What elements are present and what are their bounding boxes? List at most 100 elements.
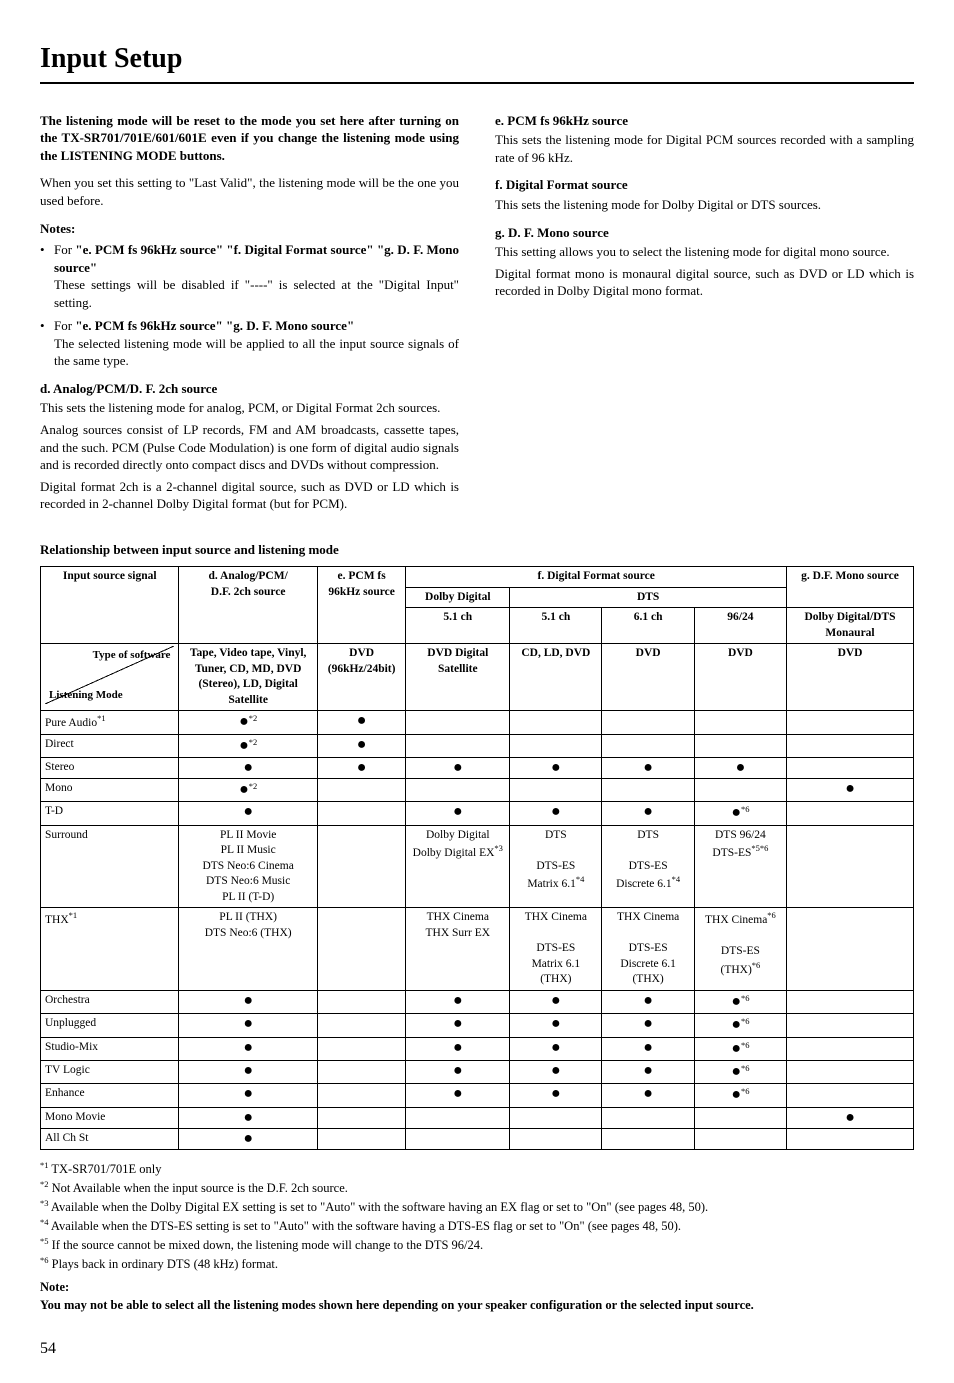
th-51a: 5.1 ch <box>406 608 510 644</box>
sup: *6 <box>741 1063 750 1073</box>
sup: *6 <box>741 1086 750 1096</box>
th-9624: 96/24 <box>694 608 786 644</box>
cell: ● <box>787 1107 914 1128</box>
cell <box>787 1014 914 1037</box>
cell: ● <box>510 1084 602 1107</box>
th-type-listen: Type of software Listening Mode <box>41 644 179 711</box>
footnote-text: Not Available when the input source is t… <box>49 1181 348 1195</box>
th-51b: 5.1 ch <box>510 608 602 644</box>
f-heading: f. Digital Format source <box>495 176 914 194</box>
row-label: Stereo <box>41 758 179 779</box>
cell <box>510 711 602 734</box>
cell <box>510 1107 602 1128</box>
table-row: Type of software Listening Mode Tape, Vi… <box>41 644 914 711</box>
footnote-5: *5 If the source cannot be mixed down, t… <box>40 1236 914 1254</box>
cell: Dolby Digital Dolby Digital EX*3 <box>406 825 510 908</box>
footnote-text: Available when the DTS-ES setting is set… <box>49 1219 682 1233</box>
cell <box>787 1037 914 1060</box>
cell: ● <box>317 758 406 779</box>
cell: ●*2 <box>179 779 317 802</box>
cell <box>787 990 914 1013</box>
table-row: Orchestra ● ●●● ●*6 <box>41 990 914 1013</box>
row-label: Mono <box>41 779 179 802</box>
cell: ● <box>602 990 694 1013</box>
sw-mono: DVD <box>787 644 914 711</box>
cell <box>694 1128 786 1149</box>
cell: ●*6 <box>694 1014 786 1037</box>
th-e-src: e. PCM fs 96kHz source <box>317 567 406 644</box>
cell: ● <box>179 1060 317 1083</box>
footnote-6: *6 Plays back in ordinary DTS (48 kHz) f… <box>40 1255 914 1273</box>
table-row: THX*1 PL II (THX) DTS Neo:6 (THX) THX Ci… <box>41 908 914 991</box>
cell <box>317 908 406 991</box>
g-p2: Digital format mono is monaural digital … <box>495 265 914 300</box>
cell: PL II (THX) DTS Neo:6 (THX) <box>179 908 317 991</box>
row-label: Enhance <box>41 1084 179 1107</box>
type-of-software-label: Type of software <box>93 648 171 663</box>
notes-list: For "e. PCM fs 96kHz source" "f. Digital… <box>40 241 459 370</box>
sw-d: Tape, Video tape, Vinyl, Tuner, CD, MD, … <box>179 644 317 711</box>
sup: *2 <box>249 737 258 747</box>
cell <box>787 1128 914 1149</box>
cell <box>510 779 602 802</box>
title-rule <box>40 82 914 84</box>
cell <box>602 711 694 734</box>
sup: *2 <box>40 1179 49 1189</box>
d-p3: Digital format 2ch is a 2-channel digita… <box>40 478 459 513</box>
cell: ●*6 <box>694 1060 786 1083</box>
note1-rest: These settings will be disabled if "----… <box>54 277 459 310</box>
sw-e: DVD (96kHz/24bit) <box>317 644 406 711</box>
table-row: Surround PL II Movie PL II Music DTS Neo… <box>41 825 914 908</box>
row-label: Pure Audio*1 <box>41 711 179 734</box>
cell: THX Cinema DTS-ES Matrix 6.1 (THX) <box>510 908 602 991</box>
listening-mode-label: Listening Mode <box>49 688 123 703</box>
cell <box>406 734 510 757</box>
note2-lead: For <box>54 318 75 333</box>
f-body: This sets the listening mode for Dolby D… <box>495 196 914 214</box>
note1-lead: For <box>54 242 75 257</box>
cell <box>406 779 510 802</box>
sw-9624: DVD <box>694 644 786 711</box>
note2-rest: The selected listening mode will be appl… <box>54 336 459 369</box>
cell: ● <box>694 758 786 779</box>
cell <box>602 1107 694 1128</box>
note2-bold: "e. PCM fs 96kHz source" "g. D. F. Mono … <box>75 318 354 333</box>
row-label: T-D <box>41 802 179 825</box>
cell: ●*6 <box>694 802 786 825</box>
cell: ● <box>602 802 694 825</box>
cell <box>787 1060 914 1083</box>
cell <box>510 734 602 757</box>
cell <box>787 825 914 908</box>
cell <box>510 1128 602 1149</box>
footnote-text: Plays back in ordinary DTS (48 kHz) form… <box>49 1257 278 1271</box>
d-p2: Analog sources consist of LP records, FM… <box>40 421 459 474</box>
cell <box>406 1128 510 1149</box>
sup: *3 <box>40 1198 49 1208</box>
sup: *6 <box>760 843 769 853</box>
cell: THX Cinema DTS-ES Discrete 6.1 (THX) <box>602 908 694 991</box>
sup: *6 <box>767 910 776 920</box>
sup: *6 <box>752 960 761 970</box>
cell: DTS DTS-ES Matrix 6.1*4 <box>510 825 602 908</box>
cell: ● <box>510 1060 602 1083</box>
note1-bold: "e. PCM fs 96kHz source" "f. Digital For… <box>54 242 459 275</box>
cell <box>317 1014 406 1037</box>
th-dolby: Dolby Digital <box>406 587 510 608</box>
intro-bold: The listening mode will be reset to the … <box>40 112 459 165</box>
footnote-4: *4 Available when the DTS-ES setting is … <box>40 1217 914 1235</box>
cell-text: DTS DTS-ES Discrete 6.1 <box>616 829 672 890</box>
cell: ●*2 <box>179 734 317 757</box>
th-d-src: d. Analog/PCM/ D.F. 2ch source <box>179 567 317 644</box>
cell: ● <box>510 758 602 779</box>
table-row: Direct ●*2 ● <box>41 734 914 757</box>
body-columns: The listening mode will be reset to the … <box>40 112 914 517</box>
cell <box>317 802 406 825</box>
cell <box>602 779 694 802</box>
row-label: Unplugged <box>41 1014 179 1037</box>
row-label: All Ch St <box>41 1128 179 1149</box>
table-row: Mono ●*2 ● <box>41 779 914 802</box>
cell: ● <box>510 1037 602 1060</box>
footnote-text: Available when the Dolby Digital EX sett… <box>49 1200 709 1214</box>
th-mono: Dolby Digital/DTS Monaural <box>787 608 914 644</box>
cell: ● <box>179 758 317 779</box>
